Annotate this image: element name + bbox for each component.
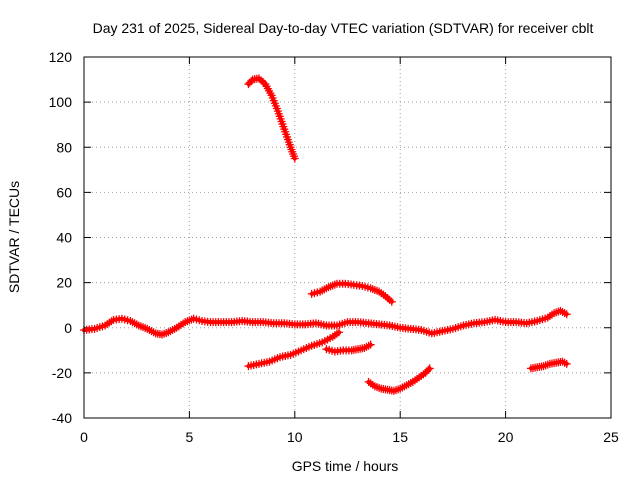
- data-point: [366, 340, 375, 349]
- x-tick-label: 20: [498, 429, 514, 445]
- x-tick-label: 25: [603, 429, 619, 445]
- y-axis-label: SDTVAR / TECUs: [6, 181, 22, 293]
- series-track-rising-neg: [244, 328, 344, 371]
- data-point: [290, 154, 299, 163]
- data-point: [425, 364, 434, 373]
- y-tick-label: 100: [49, 94, 73, 110]
- y-tick-label: 40: [56, 230, 72, 246]
- series-track-main-zero: [80, 306, 571, 339]
- x-tick-label: 0: [80, 429, 88, 445]
- x-axis-label: GPS time / hours: [292, 458, 399, 474]
- y-tick-labels: -40 -20 0 20 40 60 80 100 120: [49, 49, 73, 426]
- x-tick-label: 5: [186, 429, 194, 445]
- plot-frame: [83, 56, 612, 419]
- grid-lines: [84, 57, 611, 418]
- y-tick-label: 60: [56, 184, 72, 200]
- y-tick-label: 80: [56, 139, 72, 155]
- y-tick-label: 120: [49, 49, 73, 65]
- data-point: [247, 77, 256, 86]
- y-tick-label: -40: [52, 410, 72, 426]
- chart-title: Day 231 of 2025, Sidereal Day-to-day VTE…: [93, 20, 594, 36]
- series-track-arc-20: [307, 279, 396, 306]
- y-tick-label: 20: [56, 275, 72, 291]
- y-tick-label: -20: [52, 365, 72, 381]
- y-tick-label: 0: [64, 320, 72, 336]
- data-series: [80, 74, 571, 395]
- series-track-neg-10: [322, 340, 375, 356]
- x-tick-labels: 0 5 10 15 20 25: [80, 429, 619, 445]
- data-point: [424, 365, 433, 374]
- series-track-arc-high: [244, 74, 299, 163]
- data-point: [562, 359, 571, 368]
- data-point: [562, 310, 571, 319]
- series-track-dip-28: [364, 364, 434, 395]
- series-track-neg-late: [526, 357, 571, 373]
- x-tick-label: 10: [287, 429, 303, 445]
- data-point: [387, 297, 396, 306]
- data-point: [335, 328, 344, 337]
- x-tick-label: 15: [392, 429, 408, 445]
